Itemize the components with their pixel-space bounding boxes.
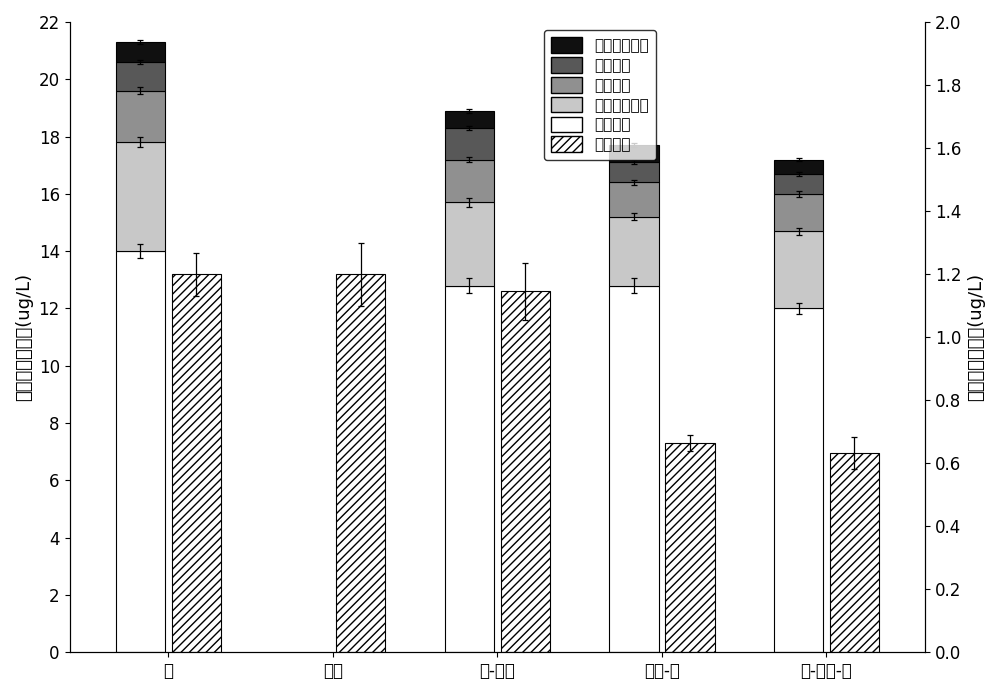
Bar xyxy=(774,194,823,231)
Bar xyxy=(774,309,823,653)
Bar xyxy=(116,42,165,62)
Bar xyxy=(774,174,823,194)
Bar xyxy=(609,163,659,182)
Bar xyxy=(609,182,659,217)
Bar xyxy=(172,274,221,653)
Bar xyxy=(445,160,494,202)
Bar xyxy=(774,231,823,309)
Bar xyxy=(445,202,494,286)
Bar xyxy=(445,128,494,160)
Y-axis label: 含氮副产物浓度(ug/L): 含氮副产物浓度(ug/L) xyxy=(967,273,985,401)
Bar xyxy=(116,62,165,91)
Legend: 二渴一氯甲烷, 二氯丙酮, 三氯丙酮, 一渴二氯甲烷, 三氯甲烷, 二氯乙脳: 二渴一氯甲烷, 二氯丙酮, 三氯丙酮, 一渴二氯甲烷, 三氯甲烷, 二氯乙脳 xyxy=(544,30,656,160)
Bar xyxy=(445,286,494,653)
Bar xyxy=(501,291,550,653)
Bar xyxy=(116,142,165,251)
Bar xyxy=(609,145,659,163)
Bar xyxy=(774,160,823,174)
Bar xyxy=(336,274,385,653)
Bar xyxy=(665,443,715,653)
Bar xyxy=(445,111,494,128)
Bar xyxy=(116,251,165,653)
Bar xyxy=(116,91,165,142)
Y-axis label: 含碳副产物浓度(ug/L): 含碳副产物浓度(ug/L) xyxy=(15,273,33,401)
Bar xyxy=(609,217,659,286)
Bar xyxy=(609,286,659,653)
Bar xyxy=(830,453,879,653)
